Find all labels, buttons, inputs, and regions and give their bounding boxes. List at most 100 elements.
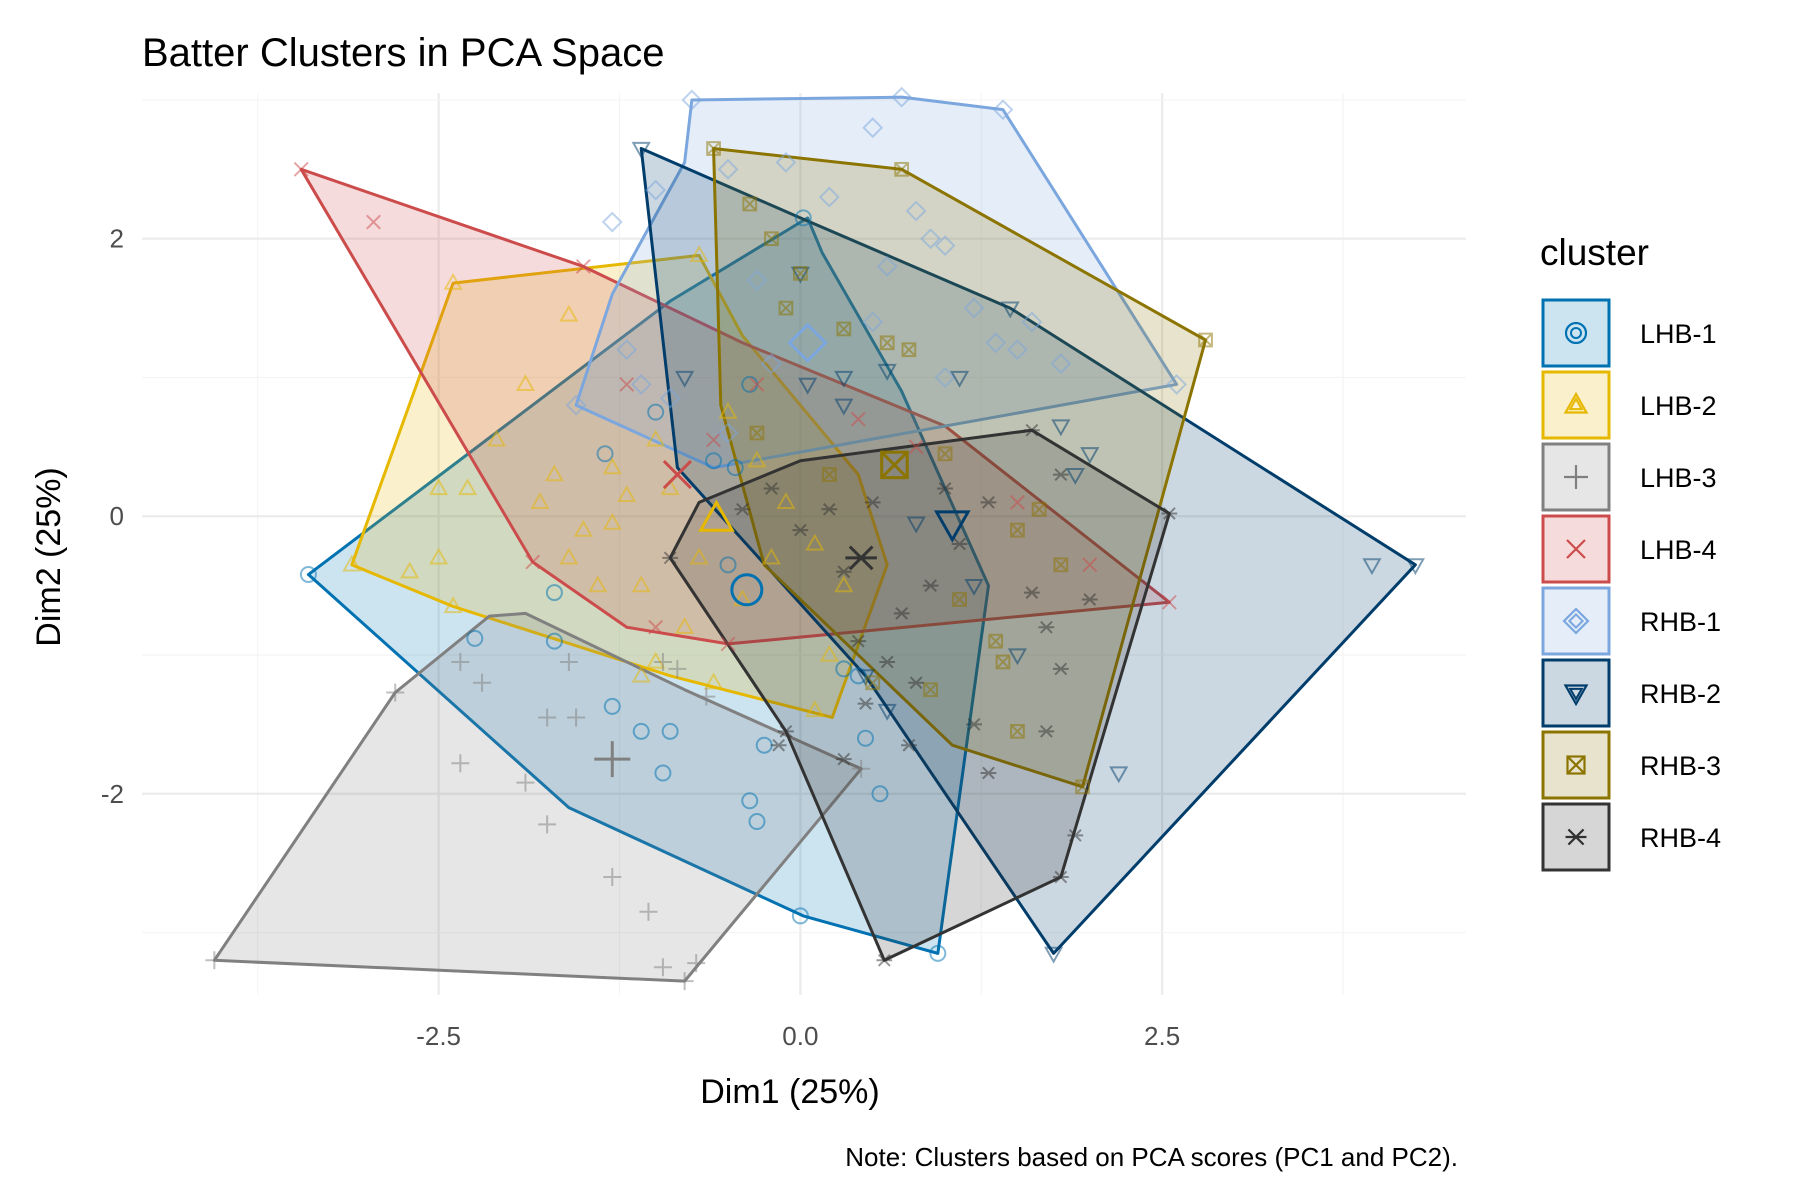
point-rhb-3 bbox=[952, 592, 967, 607]
point-rhb-1 bbox=[565, 394, 587, 416]
point-lhb-1 bbox=[596, 445, 614, 463]
point-lhb-1 bbox=[603, 697, 621, 715]
point-lhb-1 bbox=[705, 452, 723, 470]
point-rhb-3 bbox=[742, 196, 758, 212]
legend-label: RHB-4 bbox=[1640, 823, 1721, 853]
point-lhb-1 bbox=[726, 459, 744, 477]
point-rhb-1 bbox=[659, 387, 681, 409]
legend-key-inner bbox=[1568, 687, 1584, 702]
point-rhb-2 bbox=[798, 377, 818, 395]
legend-item-lhb-1: LHB-1 bbox=[1541, 298, 1717, 368]
point-lhb-3 bbox=[852, 759, 871, 778]
point-rhb-3 bbox=[901, 342, 917, 358]
x-tick-label: -2.5 bbox=[416, 1021, 461, 1051]
point-rhb-4 bbox=[966, 718, 982, 731]
point-lhb-2 bbox=[718, 401, 738, 419]
point-rhb-2 bbox=[1362, 558, 1382, 576]
point-lhb-3 bbox=[687, 954, 706, 973]
hull-rhb-2 bbox=[639, 147, 1417, 955]
point-lhb-3 bbox=[473, 673, 492, 692]
chart-caption: Note: Clusters based on PCA scores (PC1 … bbox=[845, 1142, 1458, 1172]
point-rhb-3 bbox=[821, 467, 837, 482]
point-rhb-4 bbox=[850, 634, 867, 648]
cluster-points bbox=[205, 86, 1425, 991]
point-rhb-4 bbox=[1052, 870, 1069, 884]
legend-key-marker bbox=[1564, 321, 1588, 345]
point-rhb-4 bbox=[980, 766, 997, 780]
point-rhb-4 bbox=[662, 551, 679, 565]
point-rhb-4 bbox=[1024, 423, 1040, 437]
points-rhb-3 bbox=[706, 141, 1213, 795]
point-lhb-2 bbox=[631, 575, 651, 593]
point-rhb-3 bbox=[923, 682, 938, 698]
point-lhb-3 bbox=[653, 958, 672, 977]
point-rhb-2 bbox=[631, 141, 651, 159]
point-lhb-1 bbox=[466, 629, 484, 647]
point-lhb-1 bbox=[741, 792, 759, 810]
y-tick-label: 0 bbox=[110, 501, 124, 531]
centroid-lhb-3 bbox=[594, 741, 631, 778]
centroid-rhb-2 bbox=[933, 510, 971, 543]
point-rhb-4 bbox=[937, 482, 953, 495]
point-rhb-4 bbox=[821, 502, 838, 516]
point-lhb-3 bbox=[451, 754, 470, 773]
point-rhb-2 bbox=[877, 363, 897, 381]
point-rhb-1 bbox=[1021, 311, 1043, 333]
point-lhb-3 bbox=[386, 683, 405, 702]
legend-key-marker bbox=[1565, 828, 1587, 846]
point-rhb-4 bbox=[835, 752, 852, 766]
point-lhb-3 bbox=[559, 652, 578, 671]
cluster-hulls bbox=[212, 95, 1417, 983]
point-rhb-4 bbox=[908, 676, 925, 690]
point-rhb-4 bbox=[951, 537, 968, 551]
point-lhb-3 bbox=[451, 652, 470, 671]
point-lhb-3 bbox=[675, 972, 694, 991]
point-lhb-1 bbox=[654, 764, 672, 782]
point-lhb-2 bbox=[530, 492, 550, 509]
point-rhb-3 bbox=[1010, 522, 1025, 538]
point-rhb-1 bbox=[876, 256, 898, 277]
point-rhb-4 bbox=[734, 502, 751, 516]
point-rhb-3 bbox=[1198, 332, 1213, 348]
point-rhb-3 bbox=[764, 231, 779, 247]
legend-label: LHB-1 bbox=[1640, 319, 1717, 349]
legend-key-marker bbox=[1566, 755, 1586, 775]
point-lhb-2 bbox=[486, 429, 507, 447]
point-lhb-2 bbox=[429, 547, 449, 565]
point-rhb-4 bbox=[1067, 829, 1084, 842]
point-lhb-2 bbox=[457, 478, 478, 496]
point-lhb-4 bbox=[293, 161, 309, 177]
legend-key-inner bbox=[1567, 612, 1585, 630]
point-rhb-4 bbox=[864, 495, 881, 509]
point-rhb-4 bbox=[792, 523, 809, 537]
point-lhb-2 bbox=[617, 485, 637, 503]
legend-key-inner bbox=[1568, 396, 1584, 411]
point-lhb-3 bbox=[697, 687, 716, 706]
point-lhb-4 bbox=[1161, 594, 1177, 610]
point-rhb-1 bbox=[992, 99, 1014, 121]
point-rhb-4 bbox=[893, 607, 910, 620]
point-rhb-1 bbox=[905, 200, 927, 222]
point-rhb-3 bbox=[706, 141, 721, 156]
point-lhb-1 bbox=[545, 584, 563, 602]
point-rhb-2 bbox=[1000, 301, 1020, 319]
centroid-lhb-1 bbox=[730, 573, 764, 607]
legend-key-marker bbox=[1562, 607, 1590, 635]
hull-rhb-3 bbox=[712, 147, 1208, 789]
point-rhb-2 bbox=[1065, 467, 1085, 485]
point-rhb-2 bbox=[834, 398, 854, 416]
point-rhb-1 bbox=[775, 151, 797, 173]
point-lhb-2 bbox=[646, 651, 666, 669]
point-rhb-1 bbox=[920, 228, 942, 250]
centroid-rhb-1 bbox=[787, 322, 828, 363]
centroid-lhb-2 bbox=[698, 499, 735, 532]
point-rhb-1 bbox=[891, 86, 913, 108]
point-rhb-2 bbox=[906, 516, 926, 534]
point-lhb-2 bbox=[544, 464, 564, 482]
point-lhb-2 bbox=[689, 547, 709, 565]
point-lhb-2 bbox=[588, 575, 608, 593]
point-lhb-1 bbox=[748, 813, 766, 831]
point-lhb-4 bbox=[575, 259, 591, 274]
point-lhb-1 bbox=[835, 660, 853, 678]
point-lhb-2 bbox=[819, 644, 839, 662]
